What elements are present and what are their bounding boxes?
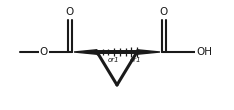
Text: OH: OH (196, 47, 212, 57)
Text: or1: or1 (130, 57, 142, 63)
Text: or1: or1 (108, 57, 120, 63)
Polygon shape (74, 50, 97, 54)
Text: O: O (160, 7, 168, 17)
Text: O: O (66, 7, 74, 17)
Text: O: O (40, 47, 48, 57)
Polygon shape (137, 50, 160, 54)
